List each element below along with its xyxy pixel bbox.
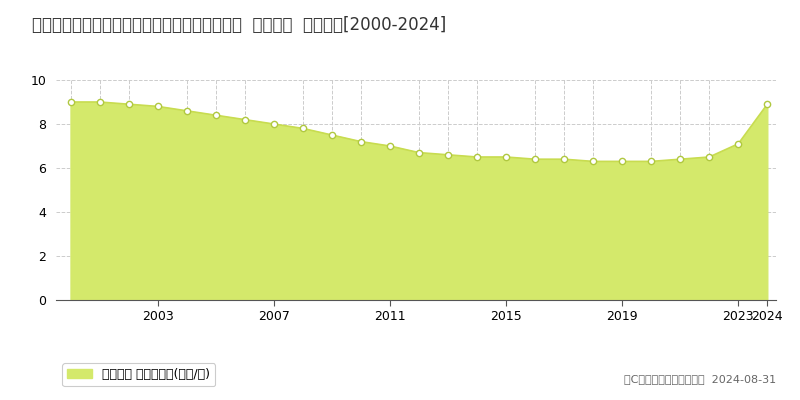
Text: （C）土地価格ドットコム  2024-08-31: （C）土地価格ドットコム 2024-08-31 (624, 374, 776, 384)
Legend: 地価公示 平均坪単価(万円/坪): 地価公示 平均坪単価(万円/坪) (62, 363, 215, 386)
Text: 北海道中川郡幕別町札内あかしや町４７番２３  地価公示  地価推移[2000-2024]: 北海道中川郡幕別町札内あかしや町４７番２３ 地価公示 地価推移[2000-202… (32, 16, 446, 34)
